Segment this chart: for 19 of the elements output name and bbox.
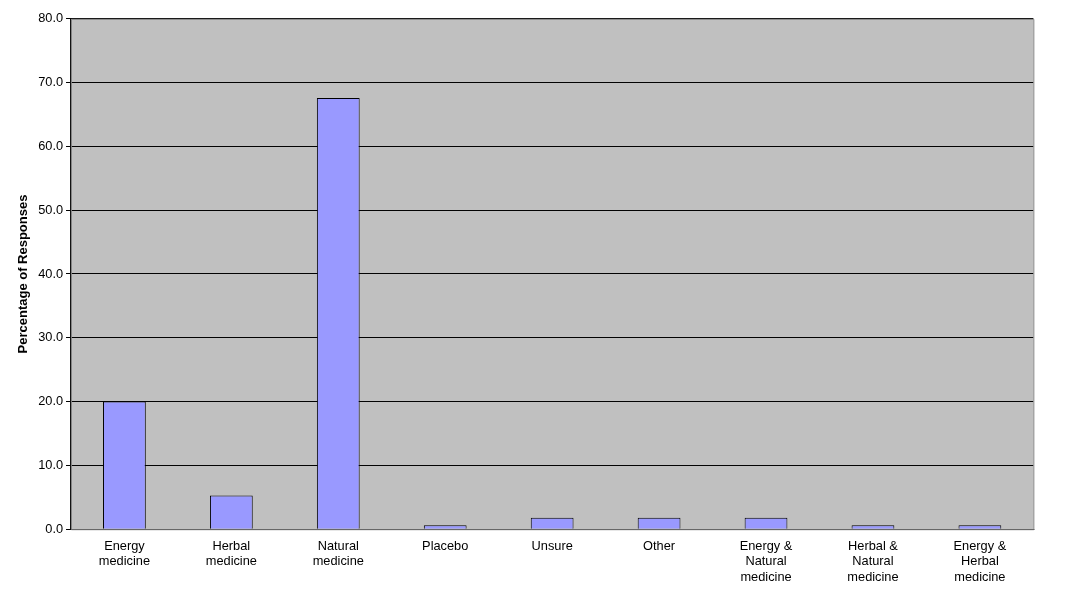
- x-tick-label: Herbal medicine: [205, 537, 257, 569]
- y-tick-label: 40.0: [38, 265, 64, 281]
- y-tick-label: 30.0: [38, 329, 64, 345]
- y-tick-label: 80.0: [38, 10, 64, 26]
- x-tick-label: Energy & Herbal medicine: [953, 537, 1007, 584]
- x-tick-label: Placebo: [422, 537, 469, 553]
- y-axis-title: Percentage of Responses: [15, 194, 31, 354]
- y-tick-label: 70.0: [38, 74, 64, 90]
- x-tick-label: Herbal & Natural medicine: [847, 537, 899, 584]
- y-tick-label: 0.0: [45, 520, 64, 536]
- x-tick-label: Natural medicine: [312, 537, 364, 569]
- x-tick-label: Other: [643, 537, 676, 553]
- x-tick-label: Unsure: [531, 537, 573, 553]
- y-tick-label: 20.0: [38, 393, 64, 409]
- x-tick-label: Energy medicine: [98, 537, 151, 569]
- x-tick-label: Energy & Natural medicine: [739, 537, 793, 584]
- y-tick-label: 50.0: [38, 201, 64, 217]
- y-tick-label: 10.0: [38, 456, 64, 472]
- y-tick-label: 60.0: [38, 137, 64, 153]
